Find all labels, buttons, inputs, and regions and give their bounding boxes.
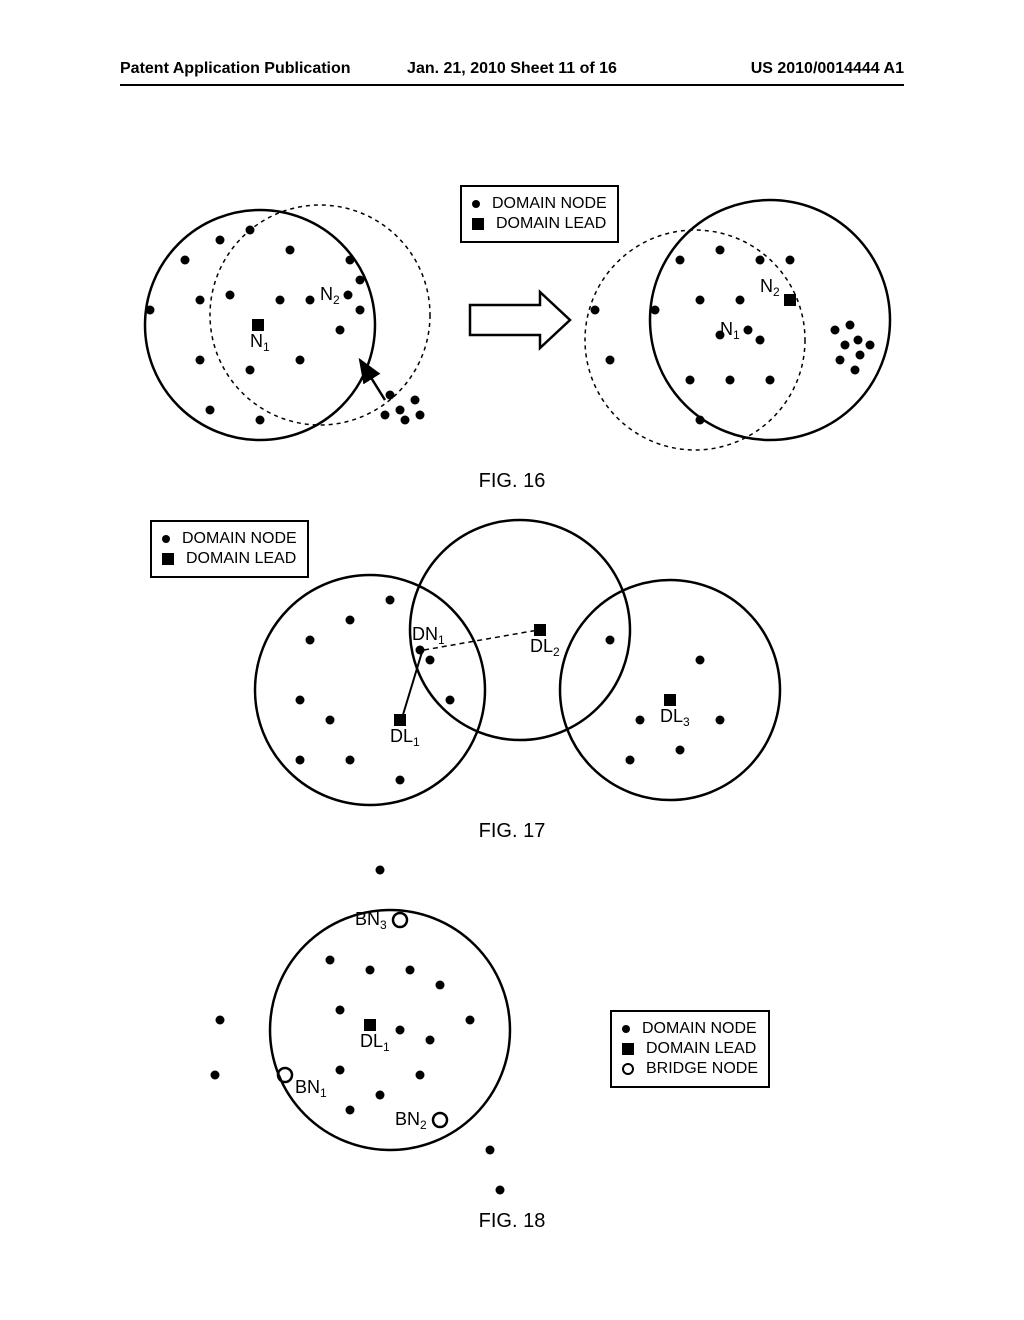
svg-text:N2: N2 <box>320 284 340 307</box>
svg-text:N1: N1 <box>250 331 270 354</box>
figures-svg: N1 N2 N2 N1 DL1 DL2 DL3 DN1 DL1 BN3 BN1 BN2 <box>0 0 1024 1320</box>
svg-text:DL3: DL3 <box>660 706 690 729</box>
svg-text:DL1: DL1 <box>360 1031 390 1054</box>
page: Patent Application Publication Jan. 21, … <box>0 0 1024 1320</box>
caption-fig16: FIG. 16 <box>0 470 1024 493</box>
svg-text:DL1: DL1 <box>390 726 420 749</box>
svg-text:N1: N1 <box>720 319 740 342</box>
caption-fig18: FIG. 18 <box>0 1210 1024 1233</box>
svg-text:BN2: BN2 <box>395 1109 427 1132</box>
svg-text:N2: N2 <box>760 276 780 299</box>
svg-text:BN3: BN3 <box>355 909 387 932</box>
caption-fig17: FIG. 17 <box>0 820 1024 843</box>
svg-text:DN1: DN1 <box>412 624 445 647</box>
svg-text:BN1: BN1 <box>295 1077 327 1100</box>
svg-text:DL2: DL2 <box>530 636 560 659</box>
